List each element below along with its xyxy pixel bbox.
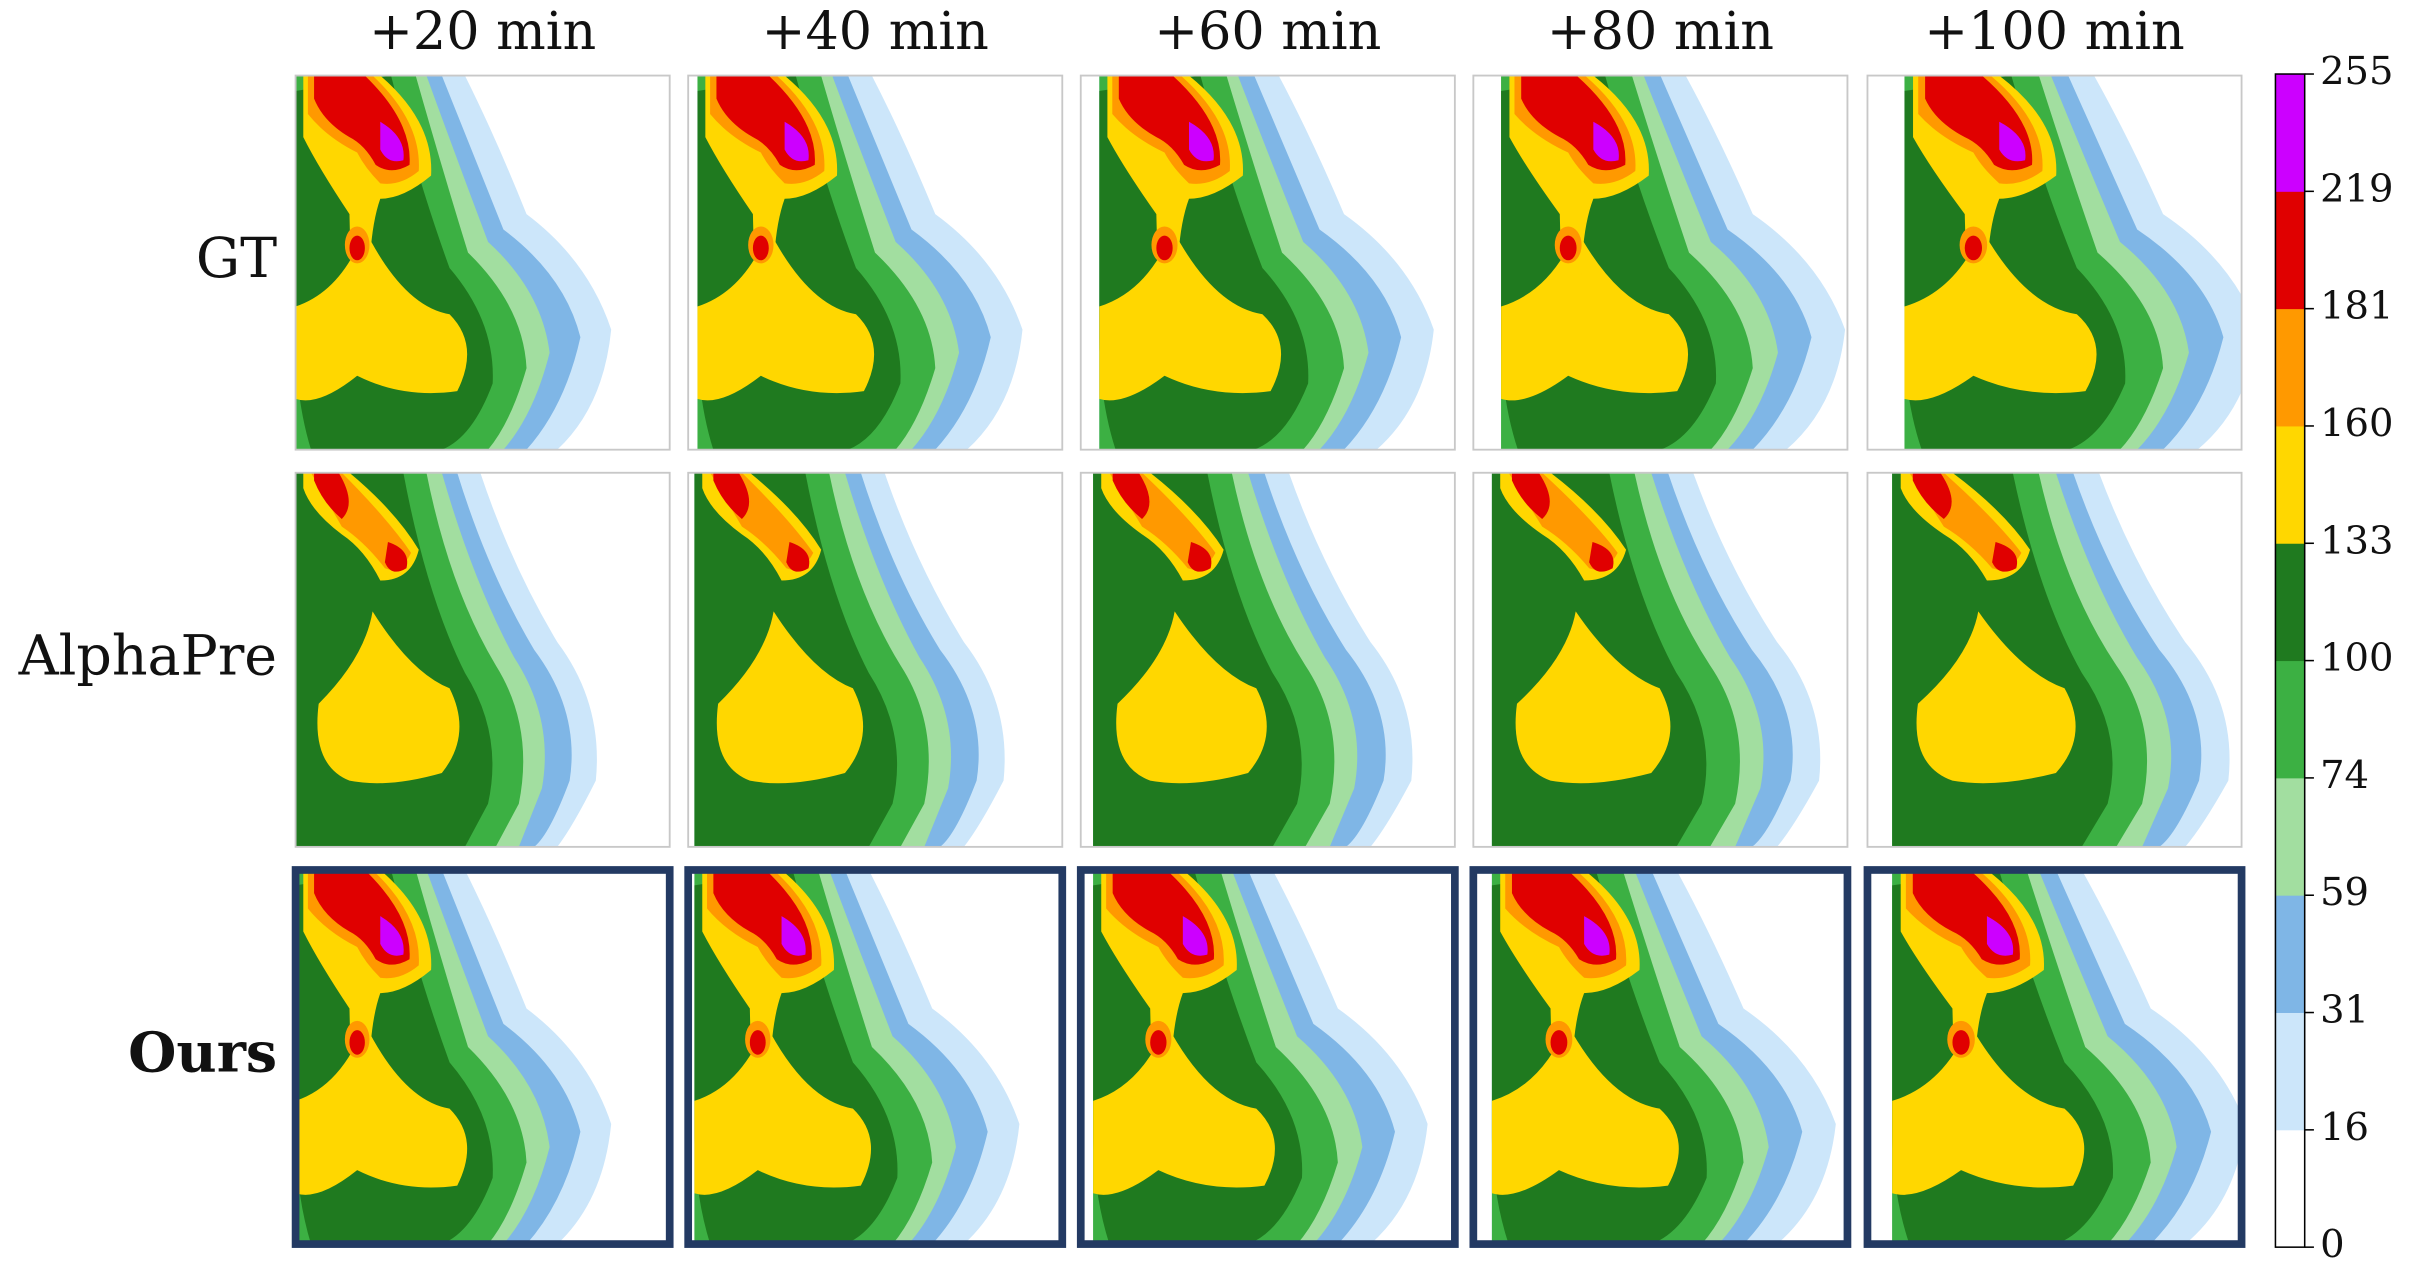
- panel-border: [687, 471, 1064, 848]
- colorbar-bin: [2275, 543, 2305, 662]
- radar-panel: [1867, 75, 2242, 450]
- panel-border: [1866, 471, 2243, 848]
- radar-panel: [1867, 472, 2242, 847]
- radar-panel: [1867, 869, 2242, 1245]
- panel-border: [1076, 866, 1459, 1248]
- colorbar-tick-label: 0: [2320, 1222, 2344, 1267]
- radar-panel: [1473, 869, 1848, 1245]
- colorbar-bin: [2275, 425, 2305, 544]
- column-title: +100 min: [1924, 1, 2184, 62]
- panel-border: [291, 866, 674, 1248]
- radar-panel: [1473, 472, 1848, 847]
- colorbar-tick-label: 255: [2320, 49, 2393, 94]
- radar-panel: [688, 472, 1063, 847]
- colorbar-bin: [2275, 660, 2305, 779]
- panel-border: [1472, 74, 1849, 451]
- column-title: +40 min: [762, 1, 989, 62]
- column-title: +20 min: [369, 1, 596, 62]
- radar-panel: [295, 472, 670, 847]
- radar-panel: [688, 869, 1063, 1245]
- panel-border: [1472, 471, 1849, 848]
- row-label: GT: [196, 227, 277, 291]
- radar-panel: [295, 869, 670, 1245]
- colorbar-bin: [2275, 895, 2305, 1013]
- colorbar-bin: [2275, 1012, 2305, 1131]
- panel-border: [1469, 866, 1852, 1248]
- colorbar-bin: [2275, 308, 2305, 427]
- colorbar-tick-label: 133: [2320, 518, 2393, 563]
- panel-border: [1866, 74, 2243, 451]
- row-label: Ours: [128, 1021, 277, 1086]
- colorbar-tick-label: 59: [2320, 870, 2369, 915]
- radar-panel: [688, 75, 1063, 450]
- colorbar-bin: [2275, 777, 2305, 896]
- colorbar-bin: [2275, 74, 2305, 192]
- colorbar-tick-label: 31: [2320, 988, 2369, 1033]
- colorbar-tick-label: 181: [2320, 284, 2393, 329]
- panel-border: [1863, 866, 2246, 1248]
- colorbar-tick-label: 219: [2320, 166, 2393, 211]
- colorbar-tick-label: 74: [2320, 753, 2369, 798]
- panel-border: [684, 866, 1067, 1248]
- panel-border: [1079, 74, 1456, 451]
- panel-border: [687, 74, 1064, 451]
- panel-border: [1079, 471, 1456, 848]
- colorbar-tick-label: 160: [2320, 401, 2393, 446]
- column-title: +80 min: [1547, 1, 1774, 62]
- row-label: AlphaPre: [18, 624, 277, 688]
- radar-panel: [1080, 472, 1455, 847]
- radar-panel: [295, 75, 670, 450]
- radar-panel: [1473, 75, 1848, 450]
- panel-border: [294, 471, 671, 848]
- radar-panel: [1080, 869, 1455, 1245]
- colorbar-bin: [2275, 191, 2305, 310]
- column-title: +60 min: [1154, 1, 1381, 62]
- radar-panel: [1080, 75, 1455, 450]
- panel-border: [294, 74, 671, 451]
- colorbar-bin: [2275, 1129, 2305, 1248]
- colorbar-tick-label: 16: [2320, 1105, 2369, 1150]
- colorbar-tick-label: 100: [2320, 636, 2393, 681]
